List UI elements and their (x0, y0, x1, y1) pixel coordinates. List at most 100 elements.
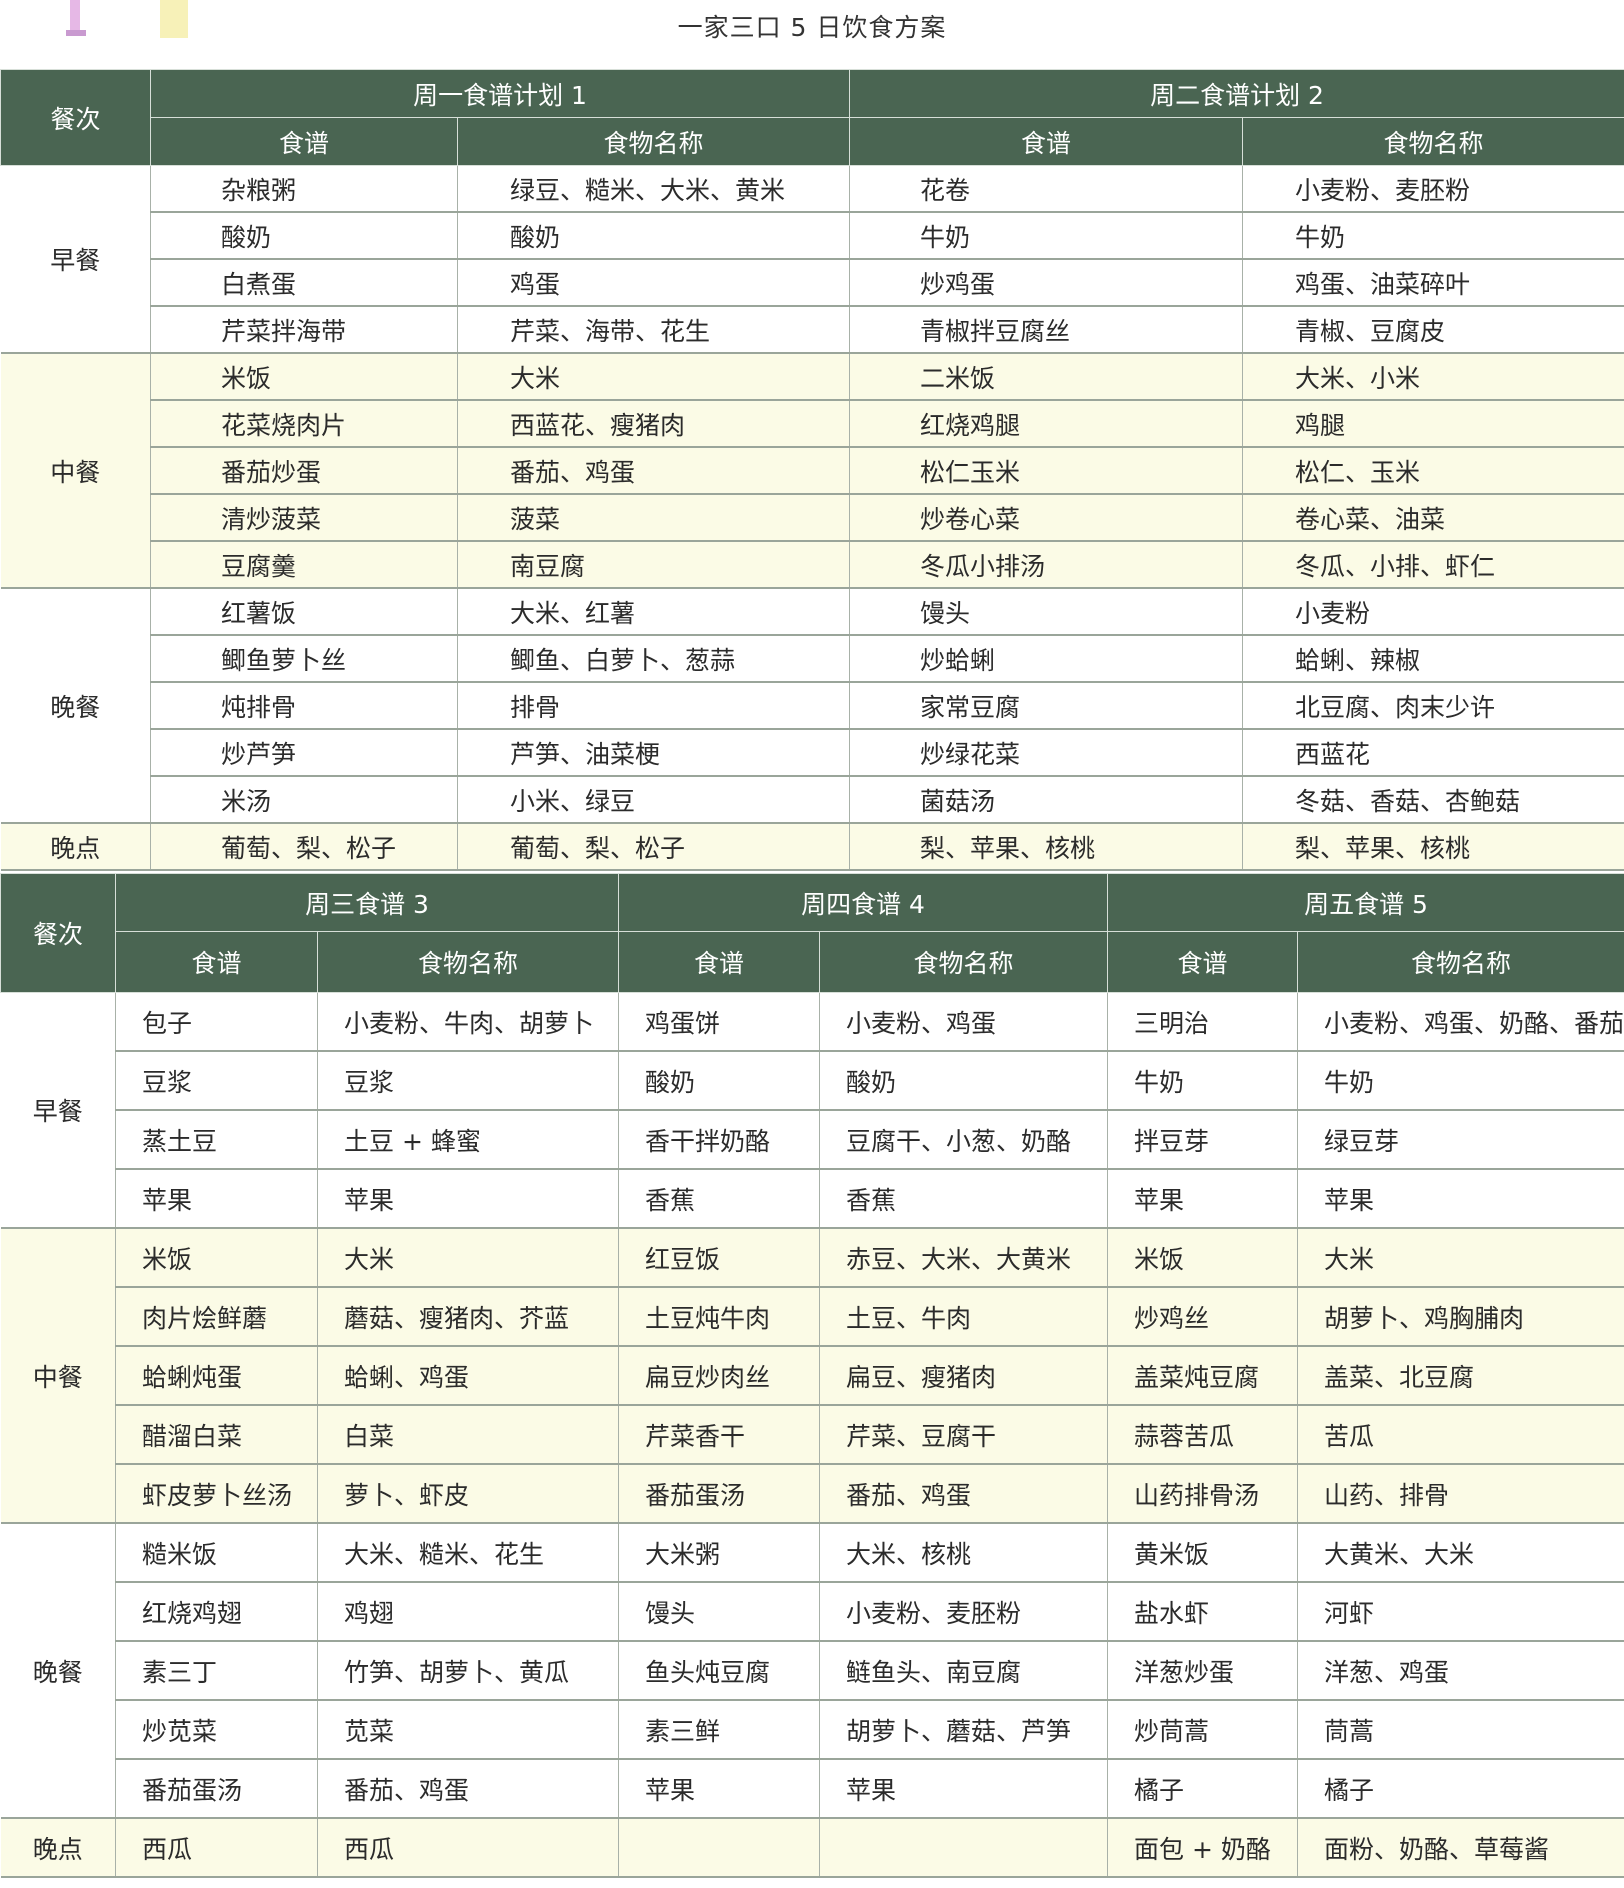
food-cell: 芹菜、豆腐干 (819, 1405, 1108, 1465)
recipe-cell: 黄米饭 (1107, 1523, 1298, 1583)
food-cell: 芹菜、海带、花生 (456, 306, 850, 354)
food-cell: 小麦粉、牛肉、胡萝卜 (316, 992, 619, 1052)
food-cell: 鲢鱼头、南豆腐 (819, 1641, 1108, 1701)
food-cell: 冬瓜、小排、虾仁 (1242, 541, 1624, 589)
food-cell: 土豆、牛肉 (819, 1287, 1108, 1347)
food-cell: 葡萄、梨、松子 (456, 823, 850, 871)
diet-plan-table-mon-tue: 餐次 周一食谱计划 1 周二食谱计划 2 食谱 食物名称 食谱 食物名称 早餐杂… (0, 69, 1624, 871)
recipe-cell: 橘子 (1107, 1759, 1298, 1819)
recipe-cell: 炒蛤蜊 (849, 635, 1243, 683)
food-cell: 西蓝花、瘦猪肉 (456, 400, 850, 448)
food-column-header: 食物名称 (316, 931, 620, 993)
meal-group: 晚点 葡萄、梨、松子 葡萄、梨、松子 梨、苹果、核桃 梨、苹果、核桃 (0, 823, 1624, 871)
food-cell: 扁豆、瘦猪肉 (819, 1346, 1108, 1406)
recipe-cell: 香蕉 (618, 1169, 820, 1229)
recipe-cell: 菌菇汤 (849, 776, 1243, 824)
table-row: 炒苋菜 苋菜 素三鲜 胡萝卜、蘑菇、芦笋 炒茼蒿 茼蒿 (1, 1700, 1624, 1760)
food-cell: 酸奶 (456, 212, 850, 260)
table-row: 中餐 米饭 大米 红豆饭 赤豆、大米、大黄米 米饭 大米 (0, 1228, 1624, 1524)
table-row: 炖排骨 排骨 家常豆腐 北豆腐、肉末少许 (1, 682, 1624, 730)
meal-label: 晚餐 (0, 1523, 116, 1819)
table-row: 炒芦笋 芦笋、油菜梗 炒绿花菜 西蓝花 (1, 729, 1624, 777)
meal-label: 早餐 (0, 165, 151, 354)
meal-label: 晚点 (0, 1818, 116, 1878)
recipe-cell: 面包 + 奶酪 (1107, 1818, 1298, 1878)
food-cell: 大米、小米 (1242, 353, 1624, 401)
recipe-cell: 糙米饭 (115, 1523, 318, 1583)
meal-group: 早餐 包子 小麦粉、牛肉、胡萝卜 鸡蛋饼 小麦粉、鸡蛋 三明治 小麦粉、鸡蛋、奶酪、番茄 豆浆… (0, 992, 1624, 1229)
food-cell: 茼蒿 (1297, 1700, 1624, 1760)
food-cell: 排骨 (456, 682, 850, 730)
recipe-cell: 蒸土豆 (115, 1110, 318, 1170)
table-row: 蛤蜊炖蛋 蛤蜊、鸡蛋 扁豆炒肉丝 扁豆、瘦猪肉 盖菜炖豆腐 盖菜、北豆腐 (1, 1346, 1624, 1406)
recipe-cell: 炖排骨 (150, 682, 458, 730)
food-cell: 北豆腐、肉末少许 (1242, 682, 1624, 730)
recipe-cell: 酸奶 (150, 212, 458, 260)
recipe-cell: 虾皮萝卜丝汤 (115, 1464, 318, 1524)
food-cell: 山药、排骨 (1297, 1464, 1624, 1524)
food-cell: 苹果 (316, 1169, 619, 1229)
table-row: 虾皮萝卜丝汤 萝卜、虾皮 番茄蛋汤 番茄、鸡蛋 山药排骨汤 山药、排骨 (1, 1464, 1624, 1524)
day-header-thursday: 周四食谱 4 (618, 873, 1109, 932)
recipe-cell: 红薯饭 (150, 588, 458, 636)
table-row: 豆浆 豆浆 酸奶 酸奶 牛奶 牛奶 (1, 1051, 1624, 1111)
table-row: 早餐 包子 小麦粉、牛肉、胡萝卜 鸡蛋饼 小麦粉、鸡蛋 三明治 小麦粉、鸡蛋、奶酪、番茄 (0, 992, 1624, 1229)
table-row: 酸奶 酸奶 牛奶 牛奶 (1, 212, 1624, 260)
recipe-cell: 馒头 (618, 1582, 820, 1642)
recipe-cell: 豆浆 (115, 1051, 318, 1111)
recipe-cell: 素三丁 (115, 1641, 318, 1701)
recipe-cell: 米饭 (150, 353, 458, 401)
food-cell: 绿豆芽 (1297, 1110, 1624, 1170)
food-cell: 橘子 (1297, 1759, 1624, 1819)
food-cell: 番茄、鸡蛋 (819, 1464, 1108, 1524)
table-row: 晚餐 糙米饭 大米、糙米、花生 大米粥 大米、核桃 黄米饭 大黄米、大米 (0, 1523, 1624, 1819)
recipe-cell: 番茄炒蛋 (150, 447, 458, 495)
food-cell: 香蕉 (819, 1169, 1108, 1229)
day-header-wednesday: 周三食谱 3 (114, 873, 620, 932)
food-cell: 小麦粉、麦胚粉 (819, 1582, 1108, 1642)
food-cell: 西瓜 (316, 1818, 619, 1878)
recipe-cell: 松仁玉米 (849, 447, 1243, 495)
food-cell: 小麦粉 (1242, 588, 1624, 636)
meal-label: 晚餐 (0, 588, 151, 824)
day-header-tuesday: 周二食谱计划 2 (849, 69, 1624, 118)
table-row: 早餐 杂粮粥 绿豆、糙米、大米、黄米 花卷 小麦粉、麦胚粉 (0, 165, 1624, 354)
table-row: 米汤 小米、绿豆 菌菇汤 冬菇、香菇、杏鲍菇 (1, 776, 1624, 824)
food-cell: 番茄、鸡蛋 (316, 1759, 619, 1819)
recipe-cell: 番茄蛋汤 (618, 1464, 820, 1524)
recipe-cell: 包子 (115, 992, 318, 1052)
recipe-cell: 炒卷心菜 (849, 494, 1243, 542)
recipe-cell: 梨、苹果、核桃 (849, 823, 1243, 871)
food-cell: 豆腐干、小葱、奶酪 (819, 1110, 1108, 1170)
recipe-cell: 拌豆芽 (1107, 1110, 1298, 1170)
food-cell: 大米、红薯 (456, 588, 850, 636)
food-cell: 冬菇、香菇、杏鲍菇 (1242, 776, 1624, 824)
recipe-cell: 素三鲜 (618, 1700, 820, 1760)
recipe-cell: 西瓜 (115, 1818, 318, 1878)
page-title: 一家三口 5 日饮食方案 (677, 13, 947, 42)
recipe-cell: 花卷 (849, 165, 1243, 213)
recipe-cell: 炒绿花菜 (849, 729, 1243, 777)
meal-label: 中餐 (0, 1228, 116, 1524)
recipe-cell: 芹菜香干 (618, 1405, 820, 1465)
food-cell: 胡萝卜、蘑菇、芦笋 (819, 1700, 1108, 1760)
food-cell: 牛奶 (1297, 1051, 1624, 1111)
food-cell: 赤豆、大米、大黄米 (819, 1228, 1108, 1288)
recipe-cell: 冬瓜小排汤 (849, 541, 1243, 589)
recipe-cell: 青椒拌豆腐丝 (849, 306, 1243, 354)
recipe-cell: 苹果 (618, 1759, 820, 1819)
recipe-cell: 牛奶 (849, 212, 1243, 260)
recipe-cell: 鱼头炖豆腐 (618, 1641, 820, 1701)
food-cell: 鸡翅 (316, 1582, 619, 1642)
food-cell: 豆浆 (316, 1051, 619, 1111)
meal-label: 晚点 (0, 823, 151, 871)
recipe-cell: 扁豆炒肉丝 (618, 1346, 820, 1406)
food-cell: 盖菜、北豆腐 (1297, 1346, 1624, 1406)
recipe-cell: 盐水虾 (1107, 1582, 1298, 1642)
recipe-cell: 米饭 (115, 1228, 318, 1288)
recipe-cell: 芹菜拌海带 (150, 306, 458, 354)
recipe-column-header: 食谱 (150, 117, 458, 166)
food-column-header: 食物名称 (1297, 931, 1624, 993)
recipe-cell: 鸡蛋饼 (618, 992, 820, 1052)
table-row: 番茄炒蛋 番茄、鸡蛋 松仁玉米 松仁、玉米 (1, 447, 1624, 495)
